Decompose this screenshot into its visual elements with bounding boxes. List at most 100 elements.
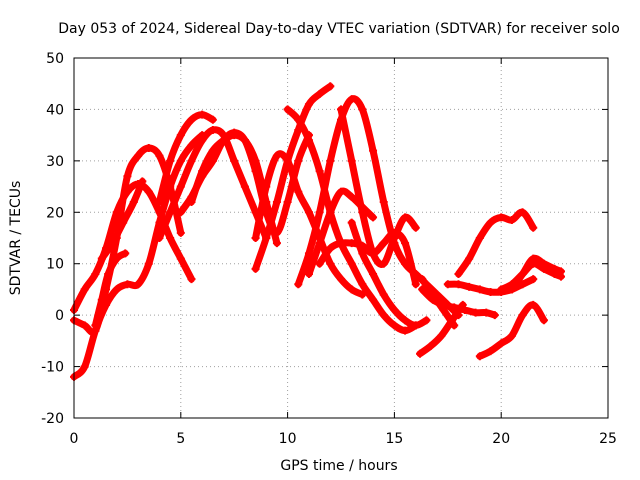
data-point-marker	[187, 115, 196, 124]
data-point-marker	[411, 321, 420, 330]
data-point-marker	[347, 285, 356, 294]
data-point-marker	[129, 198, 138, 206]
data-point-marker	[198, 110, 207, 119]
data-point-marker	[401, 326, 410, 335]
chart-title: Day 053 of 2024, Sidereal Day-to-day VTE…	[58, 21, 620, 37]
data-point-marker	[108, 239, 117, 248]
data-point-marker	[123, 280, 132, 289]
data-point-marker	[294, 187, 303, 196]
data-point-marker	[475, 234, 484, 242]
data-point-marker	[557, 267, 566, 276]
data-point-marker	[80, 321, 89, 330]
data-point-marker	[304, 208, 313, 217]
data-point-marker	[121, 249, 130, 258]
data-point-marker	[97, 295, 106, 304]
data-point-marker	[507, 285, 516, 294]
data-point-marker	[358, 208, 367, 217]
data-point-marker	[166, 234, 175, 242]
data-point-marker	[112, 285, 121, 294]
data-point-marker	[529, 223, 538, 232]
data-point-marker	[272, 151, 281, 160]
data-point-marker	[439, 306, 448, 314]
data-point-marker	[416, 349, 425, 358]
data-point-marker	[507, 331, 516, 340]
data-point-marker	[208, 156, 217, 165]
data-point-marker	[251, 264, 260, 273]
data-point-marker	[369, 213, 378, 222]
data-point-marker	[422, 316, 431, 325]
data-point-marker	[497, 339, 506, 348]
data-point-marker	[518, 208, 527, 217]
data-point-marker	[326, 156, 335, 165]
y-tick-label: 30	[46, 154, 64, 170]
data-point-marker	[187, 141, 196, 150]
data-point-marker	[529, 275, 538, 284]
data-point-marker	[294, 115, 303, 124]
data-point-marker	[518, 311, 527, 320]
data-point-marker	[104, 270, 113, 278]
plot-frame	[73, 57, 609, 419]
data-point-marker	[497, 213, 506, 222]
data-point-marker	[187, 192, 196, 201]
data-point-marker	[358, 105, 367, 114]
data-point-marker	[426, 342, 435, 350]
series-arc-20	[418, 275, 458, 329]
data-point-marker	[326, 259, 335, 268]
data-point-marker	[411, 223, 420, 232]
data-point-marker	[507, 216, 516, 224]
data-point-marker	[326, 208, 335, 217]
data-point-marker	[315, 239, 324, 248]
data-point-marker	[240, 136, 249, 145]
data-point-marker	[155, 151, 164, 160]
data-point-marker	[347, 192, 356, 201]
y-tick-label: -10	[41, 360, 64, 376]
data-point-marker	[418, 285, 427, 294]
data-point-marker	[411, 280, 420, 289]
series-arc-15	[316, 229, 420, 288]
x-tick-label: 10	[279, 431, 297, 447]
data-point-marker	[315, 167, 324, 176]
data-point-marker	[486, 218, 495, 227]
data-point-marker	[315, 259, 324, 268]
data-point-marker	[272, 239, 281, 248]
data-point-marker	[490, 311, 499, 320]
data-point-marker	[418, 275, 427, 284]
data-point-marker	[482, 308, 491, 317]
data-point-marker	[458, 300, 467, 309]
data-point-marker	[262, 234, 271, 242]
y-tick-label: 40	[46, 102, 64, 118]
x-tick-label: 25	[599, 431, 617, 447]
data-point-marker	[326, 244, 335, 253]
data-point-marker	[369, 270, 378, 278]
data-point-marker	[486, 288, 495, 296]
x-tick-label: 0	[70, 431, 79, 447]
data-point-marker	[369, 146, 378, 155]
data-point-marker	[475, 285, 484, 294]
data-point-marker	[166, 182, 175, 191]
data-point-marker	[401, 239, 410, 248]
data-point-marker	[369, 295, 378, 304]
data-point-marker	[91, 321, 100, 330]
data-point-marker	[337, 187, 345, 196]
data-point-marker	[437, 331, 446, 340]
data-point-marker	[304, 136, 313, 145]
data-point-marker	[208, 115, 217, 124]
data-point-marker	[347, 156, 356, 165]
data-point-marker	[347, 239, 356, 248]
data-point-marker	[112, 254, 121, 263]
data-point-marker	[166, 156, 175, 165]
data-point-marker	[529, 300, 538, 309]
data-point-marker	[155, 234, 164, 242]
data-point-marker	[283, 198, 292, 206]
data-point-marker	[443, 280, 452, 289]
data-point-marker	[390, 321, 399, 330]
data-point-marker	[401, 316, 410, 325]
data-point-marker	[123, 172, 132, 181]
data-point-marker	[198, 172, 207, 181]
x-tick-label: 20	[492, 431, 510, 447]
data-point-marker	[187, 275, 196, 284]
y-tick-label: 0	[55, 308, 64, 324]
data-point-marker	[326, 82, 335, 91]
data-point-marker	[138, 177, 147, 186]
data-point-marker	[176, 182, 185, 191]
